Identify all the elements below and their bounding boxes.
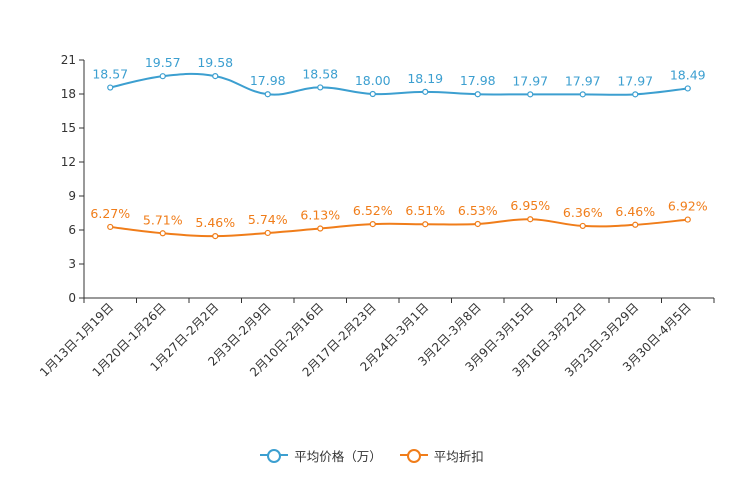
data-point-0 (212, 72, 219, 80)
line-chart: 0 3 6 9 12 15 18 21 1月13日-1月19日1月20日-1月26日1月27日… (37, 53, 715, 380)
data-point-1 (107, 223, 114, 231)
data-label-0: 17.97 (565, 73, 601, 88)
legend-label-price: 平均价格（万） (294, 448, 382, 464)
data-point-0 (474, 91, 481, 98)
legend-label-discount: 平均折扣 (433, 448, 484, 464)
series-line-1 (110, 218, 688, 238)
data-point-1 (264, 229, 271, 237)
data-label-0: 17.97 (512, 73, 548, 88)
data-point-1 (474, 220, 481, 228)
data-label-1: 6.95% (510, 198, 550, 213)
legend-item-discount[interactable]: 平均折扣 (399, 446, 484, 465)
data-point-1 (579, 222, 586, 230)
data-label-1: 6.53% (458, 203, 498, 218)
y-tick-label: 21 (61, 53, 76, 67)
data-point-0 (317, 84, 324, 91)
data-point-0 (107, 84, 114, 91)
data-label-0: 17.98 (250, 73, 286, 88)
x-axis: 1月13日-1月19日1月20日-1月26日1月27日-2月2日2月3日-2月9… (37, 297, 715, 380)
data-point-0 (527, 91, 534, 98)
y-tick-label: 3 (68, 257, 76, 271)
data-label-0: 18.58 (302, 66, 338, 81)
data-label-1: 6.27% (90, 206, 130, 221)
data-point-0 (684, 85, 691, 92)
data-point-0 (159, 73, 166, 80)
data-label-1: 6.52% (353, 203, 393, 218)
data-point-1 (684, 216, 691, 223)
y-tick-label: 6 (68, 223, 76, 237)
data-point-0 (632, 91, 639, 98)
data-point-1 (212, 233, 219, 240)
data-label-1: 6.51% (405, 203, 445, 218)
data-label-1: 6.92% (668, 199, 708, 214)
data-point-1 (527, 216, 534, 223)
data-label-0: 18.49 (670, 67, 706, 82)
series-line-0 (110, 72, 688, 96)
legend-marker-discount (399, 448, 428, 463)
y-axis: 0 3 6 9 12 15 18 21 (61, 53, 85, 305)
data-label-0: 17.97 (617, 73, 653, 88)
y-tick-label: 0 (68, 291, 76, 305)
data-point-0 (422, 88, 429, 95)
data-point-0 (264, 91, 271, 98)
data-label-1: 5.46% (195, 215, 235, 230)
data-label-0: 18.19 (407, 71, 443, 86)
y-tick-label: 12 (61, 155, 76, 169)
legend-item-price[interactable]: 平均价格（万） (260, 446, 382, 465)
legend-marker-price (260, 448, 289, 463)
y-tick-label: 18 (61, 87, 76, 101)
data-point-1 (159, 230, 166, 237)
data-label-0: 19.57 (145, 55, 181, 70)
data-point-1 (422, 221, 429, 228)
y-tick-label: 9 (68, 189, 76, 203)
data-point-1 (369, 221, 376, 228)
data-label-1: 6.46% (615, 204, 655, 219)
data-label-0: 17.98 (460, 73, 496, 88)
data-label-0: 18.57 (92, 67, 128, 82)
data-point-1 (632, 221, 639, 228)
data-point-1 (317, 225, 324, 232)
data-label-1: 6.13% (300, 208, 340, 223)
data-label-1: 5.74% (248, 212, 288, 227)
data-label-0: 19.58 (197, 55, 233, 70)
series-group: 18.57 19.57 19.58 17.98 18.58 18.00 18.19 17.98… (90, 55, 708, 240)
data-label-1: 5.71% (143, 212, 183, 227)
data-point-0 (579, 91, 586, 98)
data-label-1: 6.36% (563, 205, 603, 220)
data-point-0 (369, 90, 376, 98)
data-label-0: 18.00 (355, 73, 391, 88)
y-tick-label: 15 (61, 121, 76, 135)
legend: 平均价格（万） 平均折扣 (0, 444, 744, 466)
